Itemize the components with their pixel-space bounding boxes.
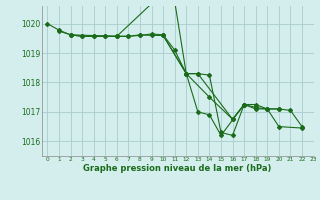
X-axis label: Graphe pression niveau de la mer (hPa): Graphe pression niveau de la mer (hPa) — [84, 164, 272, 173]
